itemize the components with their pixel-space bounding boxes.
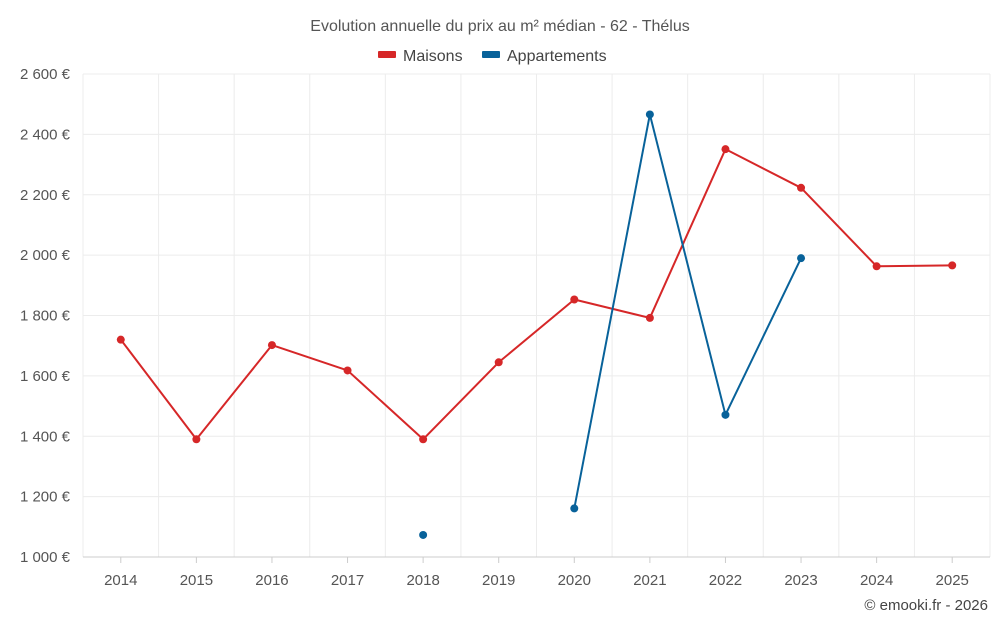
legend-swatch-appartements xyxy=(482,51,500,58)
y-tick-label: 2 200 € xyxy=(20,187,71,204)
series-segment-maisons xyxy=(724,148,803,189)
y-tick-label: 2 000 € xyxy=(20,247,71,264)
series-segment-appartements xyxy=(573,113,651,510)
series-segment-appartements xyxy=(648,113,727,416)
data-point-maisons-2023[interactable] xyxy=(797,183,806,192)
data-point-maisons-2016[interactable] xyxy=(267,341,276,350)
y-tick-label: 1 200 € xyxy=(20,489,71,506)
y-tick-label: 2 400 € xyxy=(20,126,71,143)
series-segment-maisons xyxy=(497,298,576,364)
data-point-maisons-2018[interactable] xyxy=(419,435,428,444)
y-tick-label: 1 000 € xyxy=(20,549,71,566)
series-segment-maisons xyxy=(648,148,727,319)
series-layer xyxy=(116,110,957,539)
data-point-maisons-2014[interactable] xyxy=(116,335,125,344)
x-tick-label: 2015 xyxy=(180,572,213,589)
series-maisons xyxy=(116,145,957,444)
data-point-maisons-2022[interactable] xyxy=(721,145,730,154)
series-segment-maisons xyxy=(346,369,425,441)
legend-item-maisons[interactable]: Maisons xyxy=(378,48,463,65)
x-tick-label: 2017 xyxy=(331,572,364,589)
data-point-maisons-2021[interactable] xyxy=(645,313,654,322)
legend: Maisons Appartements xyxy=(378,48,607,65)
x-tick-label: 2023 xyxy=(784,572,817,589)
grid xyxy=(82,73,991,557)
legend-label-appartements: Appartements xyxy=(507,48,607,65)
data-point-appartements-2022[interactable] xyxy=(721,410,730,419)
y-tick-label: 1 400 € xyxy=(20,428,71,445)
data-point-maisons-2019[interactable] xyxy=(494,358,503,367)
series-segment-maisons xyxy=(422,361,500,441)
series-segment-maisons xyxy=(195,344,273,441)
x-tick-label: 2024 xyxy=(860,572,893,589)
data-point-appartements-2018[interactable] xyxy=(419,530,428,539)
data-point-appartements-2021[interactable] xyxy=(645,110,654,119)
data-point-appartements-2023[interactable] xyxy=(797,254,806,263)
x-tick-label: 2019 xyxy=(482,572,515,589)
y-tick-label: 2 600 € xyxy=(20,66,71,83)
series-segment-maisons xyxy=(270,344,349,372)
data-point-maisons-2015[interactable] xyxy=(192,435,201,444)
legend-item-appartements[interactable]: Appartements xyxy=(482,48,607,65)
legend-swatch-maisons xyxy=(378,51,396,58)
credit-text: © emooki.fr - 2026 xyxy=(864,597,988,614)
chart-title: Evolution annuelle du prix au m² médian … xyxy=(310,18,689,35)
y-axis: 1 000 € 1 200 € 1 400 € 1 600 € 1 800 € 2 000… xyxy=(20,66,71,566)
x-tick-label: 2020 xyxy=(558,572,591,589)
series-appartements xyxy=(419,110,806,539)
data-point-maisons-2024[interactable] xyxy=(872,262,881,271)
y-tick-label: 1 600 € xyxy=(20,368,71,385)
series-segment-maisons xyxy=(875,264,954,268)
data-point-maisons-2025[interactable] xyxy=(948,261,957,270)
series-segment-appartements xyxy=(724,257,803,416)
legend-label-maisons: Maisons xyxy=(403,48,463,65)
x-tick-label: 2025 xyxy=(936,572,969,589)
data-point-appartements-2020[interactable] xyxy=(570,504,579,513)
x-tick-label: 2021 xyxy=(633,572,666,589)
x-tick-label: 2022 xyxy=(709,572,742,589)
series-segment-maisons xyxy=(119,338,198,441)
x-tick-label: 2014 xyxy=(104,572,137,589)
data-point-maisons-2017[interactable] xyxy=(343,366,352,375)
data-point-maisons-2020[interactable] xyxy=(570,295,579,304)
x-tick-label: 2016 xyxy=(255,572,288,589)
series-segment-maisons xyxy=(800,186,878,268)
y-tick-label: 1 800 € xyxy=(20,308,71,325)
x-axis: 2014 2015 2016 2017 2018 2019 2020 2021 2022 2023… xyxy=(83,556,990,589)
x-tick-label: 2018 xyxy=(406,572,439,589)
